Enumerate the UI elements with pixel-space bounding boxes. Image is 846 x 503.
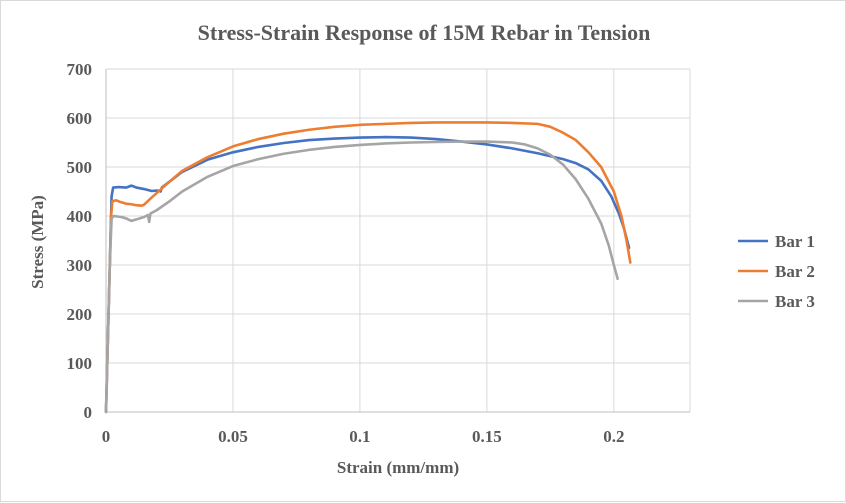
legend-label-bar-3: Bar 3 <box>775 292 815 311</box>
y-tick-label: 700 <box>67 60 93 79</box>
series-line-bar-2 <box>104 121 632 414</box>
x-tick-label: 0 <box>102 427 111 446</box>
chart-title: Stress-Strain Response of 15M Rebar in T… <box>198 20 651 45</box>
y-tick-label: 300 <box>67 256 93 275</box>
series-line-bar-3 <box>104 140 619 414</box>
y-axis-title: Stress (MPa) <box>28 195 47 289</box>
legend-label-bar-2: Bar 2 <box>775 262 815 281</box>
y-tick-label: 100 <box>67 354 93 373</box>
tick-labels: 0 100 200 300 400 500 600 700 0 0.05 0.1 0.15 0.2 <box>67 60 625 446</box>
series-lines <box>104 121 632 414</box>
y-tick-label: 0 <box>84 403 93 422</box>
axes <box>105 69 690 413</box>
y-tick-label: 200 <box>67 305 93 324</box>
y-tick-label: 400 <box>67 207 93 226</box>
legend: Bar 1 Bar 2 Bar 3 <box>738 232 815 311</box>
x-tick-label: 0.2 <box>603 427 624 446</box>
series-line-bar-1 <box>104 135 631 414</box>
y-tick-label: 600 <box>67 109 93 128</box>
x-axis-title: Strain (mm/mm) <box>337 458 459 477</box>
x-tick-label: 0.05 <box>218 427 248 446</box>
x-tick-label: 0.1 <box>349 427 370 446</box>
x-tick-label: 0.15 <box>472 427 502 446</box>
legend-label-bar-1: Bar 1 <box>775 232 815 251</box>
y-tick-label: 500 <box>67 158 93 177</box>
gridlines <box>106 68 691 412</box>
